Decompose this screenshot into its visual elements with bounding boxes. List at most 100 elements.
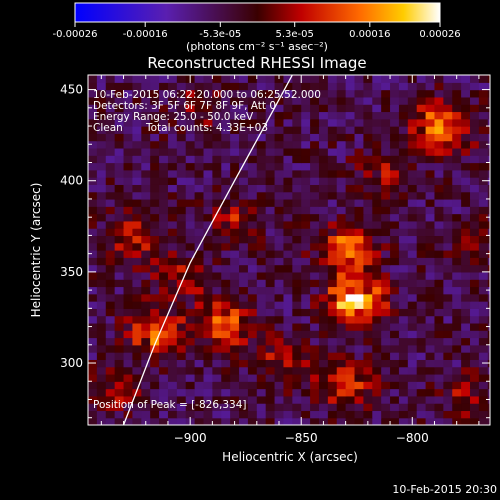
heatmap-cell [239, 191, 249, 200]
heatmap-cell [443, 140, 453, 149]
heatmap-cell [256, 228, 267, 237]
heatmap-cell [470, 410, 480, 419]
heatmap-cell [407, 293, 418, 302]
heatmap-cell [132, 373, 142, 382]
heatmap-cell [159, 410, 169, 419]
heatmap-cell [318, 352, 329, 360]
heatmap-cell [345, 198, 356, 207]
heatmap-cell [185, 322, 196, 331]
heatmap-cell [425, 352, 436, 360]
heatmap-cell [354, 257, 365, 266]
heatmap-cell [239, 104, 249, 113]
heatmap-cell [327, 147, 338, 156]
heatmap-cell [407, 213, 418, 222]
heatmap-cell [292, 126, 302, 134]
heatmap-cell [274, 264, 285, 273]
heatmap-cell [105, 96, 116, 105]
heatmap-cell [461, 330, 471, 339]
heatmap-cell [398, 337, 409, 346]
heatmap-cell [327, 96, 338, 105]
heatmap-cell [159, 111, 169, 120]
heatmap-cell [425, 126, 436, 134]
heatmap-cell [194, 111, 205, 120]
heatmap-cell [461, 257, 471, 266]
heatmap-cell [443, 308, 453, 317]
heatmap-cell [470, 395, 480, 404]
heatmap-cell [88, 147, 98, 156]
heatmap-cell [310, 177, 320, 185]
heatmap-cell [470, 235, 480, 244]
heatmap-cell [487, 279, 490, 288]
heatmap-cell [185, 147, 196, 156]
heatmap-cell [434, 75, 444, 83]
heatmap-cell [212, 381, 222, 390]
heatmap-cell [194, 352, 205, 360]
heatmap-cell [327, 169, 338, 178]
heatmap-cell [221, 184, 231, 193]
heatmap-cell [176, 89, 187, 98]
heatmap-cell [478, 301, 489, 309]
heatmap-cell [96, 366, 107, 375]
heatmap-cell [354, 96, 365, 105]
heatmap-cell [398, 417, 409, 425]
heatmap-cell [239, 213, 249, 222]
heatmap-cell [159, 308, 169, 317]
heatmap-cell [327, 271, 338, 280]
heatmap-cell [132, 337, 142, 346]
heatmap-cell [283, 410, 293, 419]
heatmap-cell [398, 381, 409, 390]
heatmap-cell [470, 220, 480, 229]
heatmap-cell [123, 191, 134, 200]
heatmap-cell [452, 352, 462, 360]
heatmap-cell [301, 279, 311, 288]
heatmap-cell [141, 395, 151, 404]
heatmap-cell [203, 257, 213, 266]
heatmap-cell [247, 286, 258, 295]
heatmap-cell [301, 177, 311, 185]
heatmap-cell [114, 118, 125, 127]
heatmap-cell [230, 293, 240, 302]
heatmap-cell [185, 228, 196, 237]
energy-range-text: Energy Range: 25.0 - 50.0 keV [93, 111, 254, 123]
heatmap-cell [425, 293, 436, 302]
heatmap-cell [363, 133, 373, 142]
heatmap-cell [114, 286, 125, 295]
heatmap-cell [416, 359, 427, 368]
heatmap-cell [416, 96, 427, 105]
heatmap-cell [167, 271, 178, 280]
heatmap-cell [132, 366, 142, 375]
heatmap-cell [381, 126, 391, 134]
heatmap-cell [443, 322, 453, 331]
heatmap-cell [194, 293, 205, 302]
heatmap-cell [461, 366, 471, 375]
heatmap-cell [167, 111, 178, 120]
heatmap-cell [443, 198, 453, 207]
heatmap-cell [167, 133, 178, 142]
heatmap-cell [212, 352, 222, 360]
heatmap-cell [318, 206, 329, 215]
heatmap-cell [239, 162, 249, 171]
heatmap-cell [256, 242, 267, 251]
heatmap-cell [159, 366, 169, 375]
heatmap-cell [141, 322, 151, 331]
heatmap-cell [407, 388, 418, 397]
heatmap-cell [239, 75, 249, 83]
heatmap-cell [265, 191, 276, 200]
heatmap-cell [247, 388, 258, 397]
heatmap-cell [167, 293, 178, 302]
heatmap-cell [256, 301, 267, 309]
heatmap-cell [265, 388, 276, 397]
heatmap-cell [123, 344, 134, 353]
heatmap-cell [132, 213, 142, 222]
heatmap-cell [425, 198, 436, 207]
heatmap-cell [247, 104, 258, 113]
heatmap-cell [363, 293, 373, 302]
heatmap-cell [443, 330, 453, 339]
heatmap-cell [398, 162, 409, 171]
heatmap-cell [461, 344, 471, 353]
heatmap-cell [354, 184, 365, 193]
heatmap-cell [363, 177, 373, 185]
heatmap-cell [434, 155, 444, 164]
heatmap-cell [354, 126, 365, 134]
heatmap-cell [443, 366, 453, 375]
